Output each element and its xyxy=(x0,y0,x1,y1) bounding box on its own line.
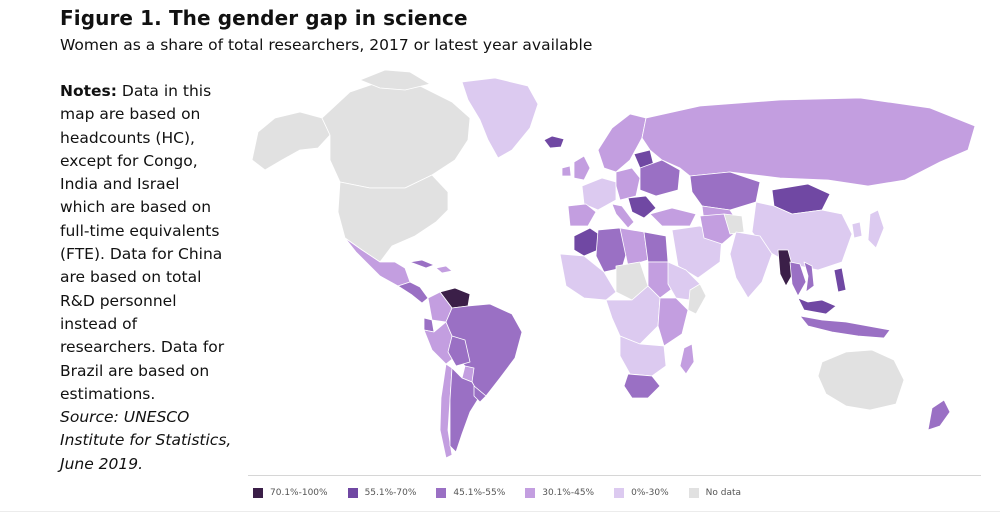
legend-swatch xyxy=(253,488,263,498)
world-map-svg xyxy=(251,70,976,459)
notes-text-line: are based on total xyxy=(60,268,202,287)
notes-panel: Notes: Data in this map are based on hea… xyxy=(60,80,240,476)
source-line: June 2019. xyxy=(60,454,144,473)
map-region-south-africa xyxy=(623,373,661,399)
figure-subtitle: Women as a share of total researchers, 2… xyxy=(60,36,593,54)
map-region-central-america xyxy=(397,281,429,304)
map-region-canada-arctic xyxy=(359,70,431,91)
map-region-thailand xyxy=(789,261,807,297)
map-region-greenland xyxy=(461,77,539,159)
map-region-somalia xyxy=(687,283,707,315)
map-region-uruguay xyxy=(473,385,487,403)
map-region-russia xyxy=(641,97,976,187)
map-region-australia xyxy=(817,349,905,411)
notes-text-line: (FTE). Data for China xyxy=(60,245,223,264)
map-region-malaysia xyxy=(797,297,837,315)
map-region-cuba xyxy=(409,259,435,269)
notes-text-line: full-time equivalents xyxy=(60,221,220,240)
map-region-philippines xyxy=(833,267,847,293)
legend-swatch xyxy=(614,488,625,498)
map-region-uk xyxy=(573,155,591,181)
legend-item: 0%-30% xyxy=(614,488,669,498)
map-region-iceland xyxy=(543,135,565,149)
map-region-southern-africa xyxy=(619,335,667,377)
legend-item: 70.1%-100% xyxy=(253,488,328,498)
map-region-new-zealand xyxy=(927,399,951,431)
legend-label: 45.1%-55% xyxy=(453,488,506,498)
legend-item: 30.1%-45% xyxy=(525,488,594,498)
notes-text-line: map are based on xyxy=(60,105,201,124)
source-line: Source: UNESCO xyxy=(60,408,190,427)
legend-swatch xyxy=(688,488,699,498)
map-region-west-africa xyxy=(559,253,617,301)
notes-text-line: estimations. xyxy=(60,384,156,403)
map-region-alaska xyxy=(251,111,331,171)
legend-label: 70.1%-100% xyxy=(270,488,328,498)
world-map xyxy=(240,70,1000,470)
legend-label: 55.1%-70% xyxy=(364,488,417,498)
legend-swatch xyxy=(436,488,447,498)
source-line: Institute for Statistics, xyxy=(60,431,232,450)
legend-swatch xyxy=(347,488,358,498)
map-region-bolivia xyxy=(447,335,471,367)
notes-text-line: R&D personnel xyxy=(60,291,177,310)
map-region-myanmar xyxy=(777,249,795,287)
map-region-balkans xyxy=(627,195,657,219)
map-region-central-europe xyxy=(615,167,641,201)
notes-text-line: instead of xyxy=(60,314,138,333)
notes-text-line: except for Congo, xyxy=(60,151,198,170)
legend-label: 30.1%-45% xyxy=(542,488,595,498)
figure-title: Figure 1. The gender gap in science xyxy=(60,6,468,30)
notes-text-line: India and Israel xyxy=(60,175,180,194)
legend-label: 0%-30% xyxy=(631,488,669,498)
map-legend: 70.1%-100% 55.1%-70% 45.1%-55% 30.1%-45%… xyxy=(253,485,761,501)
legend-item: 55.1%-70% xyxy=(347,488,417,498)
map-region-iberia xyxy=(567,203,597,227)
map-region-india xyxy=(729,231,773,299)
notes-text-line: Data in this xyxy=(121,82,212,100)
map-region-ireland xyxy=(561,165,572,177)
map-region-japan xyxy=(867,209,885,249)
legend-divider xyxy=(248,475,981,476)
map-region-argentina xyxy=(449,367,481,453)
map-region-korea xyxy=(851,221,863,239)
notes-text-line: Brazil are based on xyxy=(60,361,210,380)
notes-text-line: researchers. Data for xyxy=(60,338,225,357)
notes-label: Notes: xyxy=(60,82,117,100)
page-bottom-divider xyxy=(0,511,1000,512)
map-region-turkey xyxy=(649,207,697,227)
map-region-vietnam xyxy=(803,261,815,293)
legend-item: No data xyxy=(688,488,742,498)
map-region-egypt xyxy=(643,231,669,263)
map-region-kazakhstan xyxy=(689,171,761,211)
map-region-canada xyxy=(321,79,471,189)
notes-line-1: Notes: Data in this xyxy=(60,80,240,103)
legend-label: No data xyxy=(705,488,742,498)
map-region-east-africa xyxy=(657,297,689,347)
legend-swatch xyxy=(525,488,536,498)
map-region-indonesia xyxy=(799,315,891,339)
map-region-afghanistan xyxy=(723,213,745,235)
notes-text-line: which are based on xyxy=(60,198,212,217)
map-region-italy xyxy=(611,203,635,229)
notes-text-line: headcounts (HC), xyxy=(60,128,195,147)
legend-item: 45.1%-55% xyxy=(436,488,505,498)
map-region-madagascar xyxy=(679,343,695,375)
map-region-caribbean xyxy=(435,265,453,274)
